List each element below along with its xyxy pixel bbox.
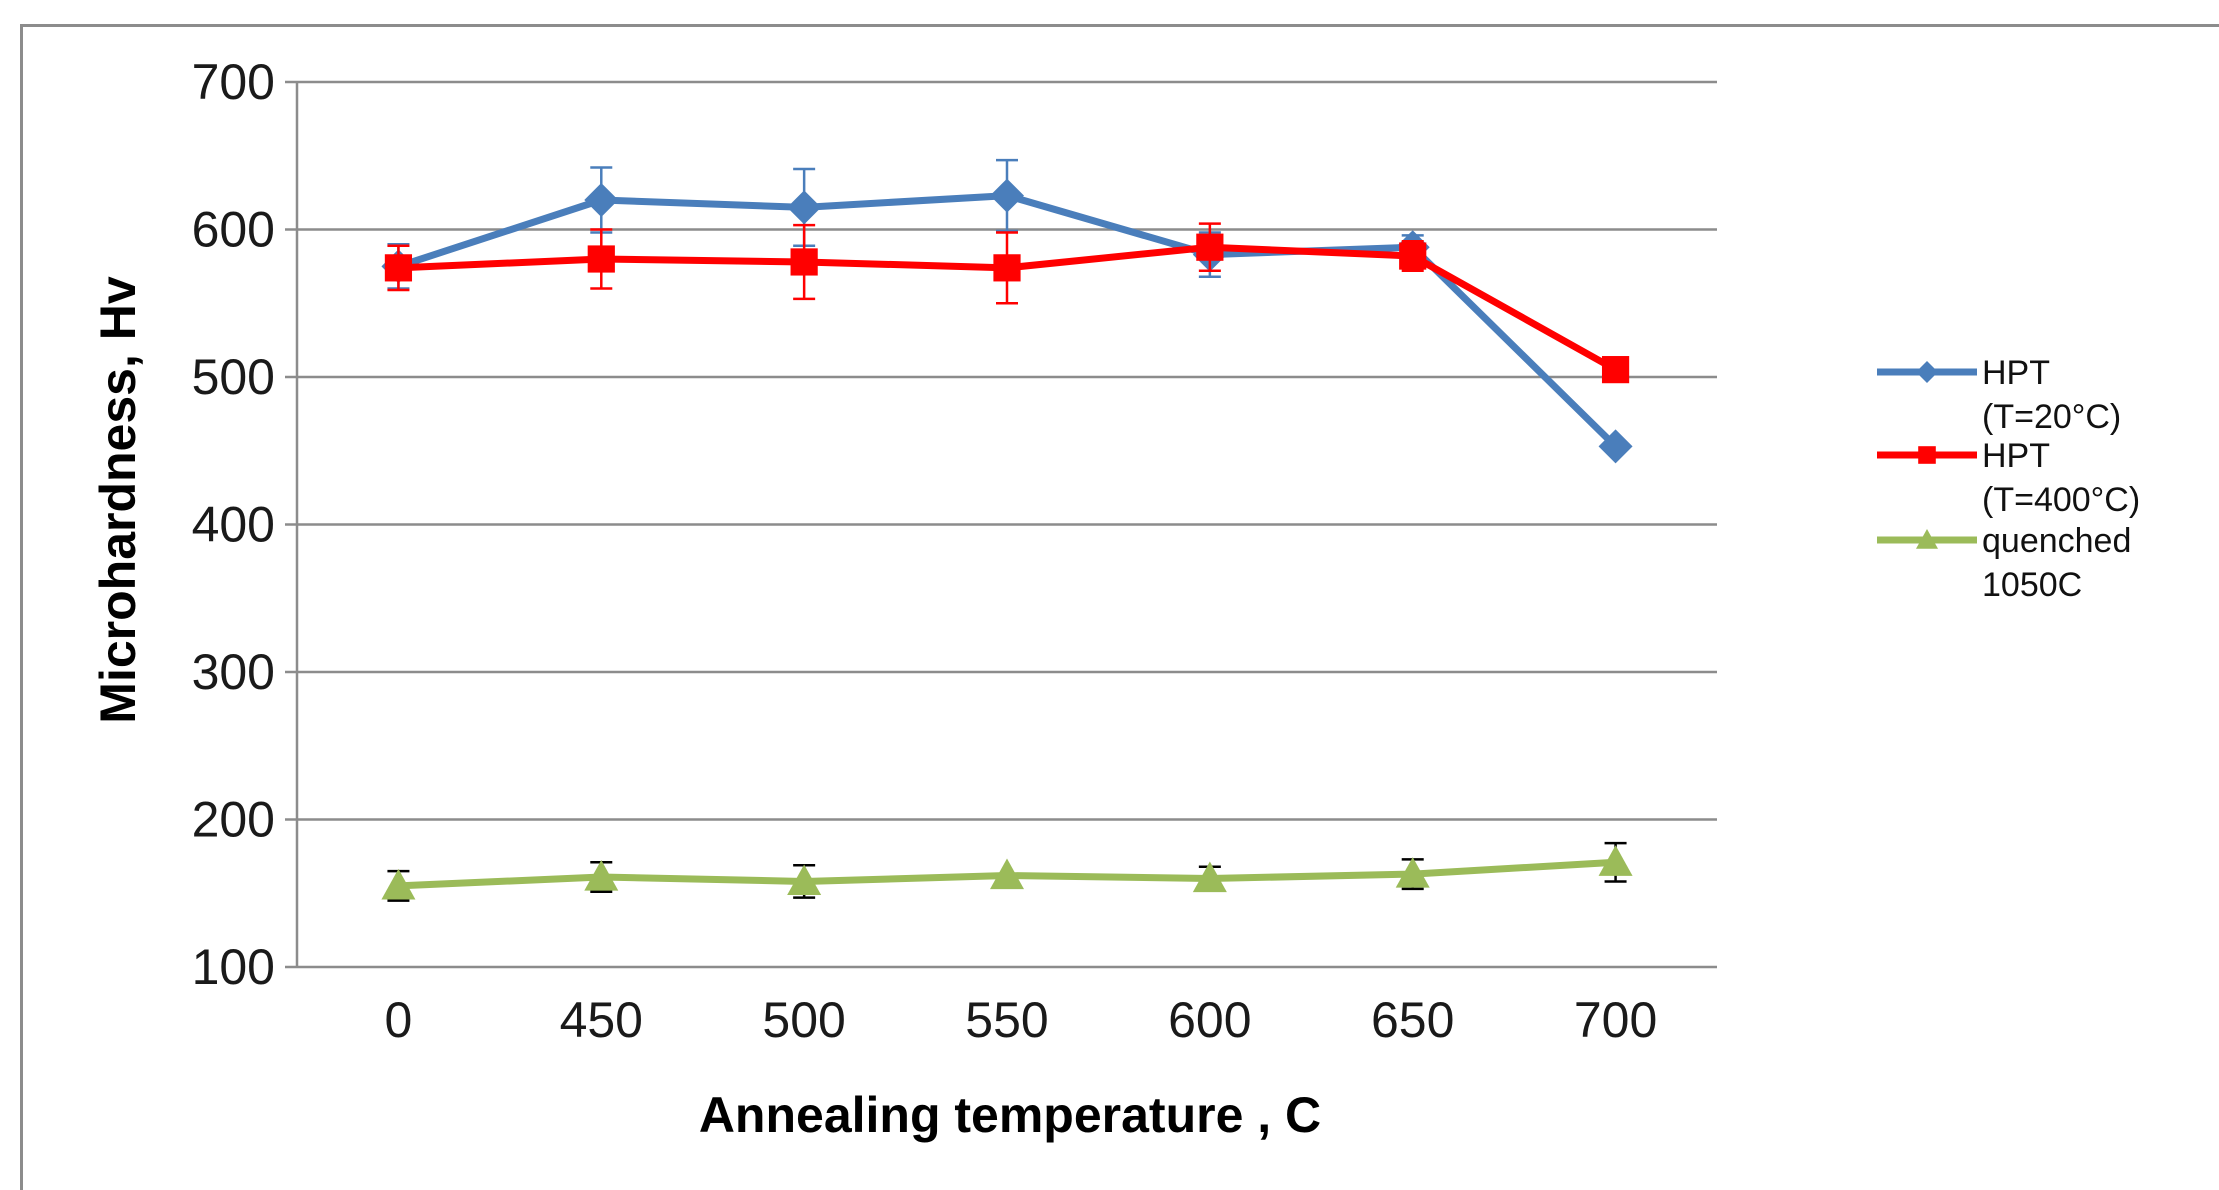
data-point [1192, 861, 1227, 893]
legend-label: HPT [1982, 437, 2050, 475]
data-point [790, 248, 818, 276]
x-tick-label: 500 [762, 992, 845, 1048]
data-point [787, 864, 822, 896]
y-tick-label: 100 [192, 939, 275, 995]
data-point [1196, 233, 1224, 261]
x-axis-title: Annealing temperature , C [699, 1087, 1321, 1143]
legend-label: (T=20°C) [1982, 398, 2121, 436]
series-2 [381, 841, 1633, 902]
series-0 [381, 158, 1633, 464]
legend-label: (T=400°C) [1982, 481, 2140, 519]
series-1 [384, 222, 1630, 384]
data-point [587, 245, 615, 273]
series-lines [381, 158, 1633, 902]
data-point [584, 183, 619, 217]
data-point [1399, 242, 1427, 270]
legend-item-1: HPT (T=400°C) [1877, 437, 2140, 519]
legend-label: HPT [1982, 354, 2050, 392]
x-tick-label: 650 [1371, 992, 1454, 1048]
data-point [1598, 845, 1633, 876]
x-tick-label: 0 [385, 992, 413, 1048]
x-tick-label: 450 [560, 992, 643, 1048]
legend-swatch-marker [1916, 361, 1938, 383]
y-tick-label: 500 [192, 349, 275, 405]
y-axis-title: Microhardness, Hv [90, 276, 146, 724]
legend-swatch-marker [1916, 529, 1938, 549]
data-point [1395, 857, 1430, 888]
data-point [381, 868, 416, 900]
y-tick-label: 300 [192, 644, 275, 700]
chart-frame [20, 24, 2219, 1190]
y-tick-label: 200 [192, 792, 275, 848]
data-point [1601, 356, 1630, 384]
data-point [584, 860, 619, 891]
legend-swatch-marker [1918, 446, 1936, 464]
x-tick-label: 700 [1574, 992, 1657, 1048]
data-point [1598, 429, 1633, 464]
legend-item-2: quenched 1050C [1877, 522, 2131, 604]
y-tick-label: 600 [192, 202, 275, 258]
axes: 100 200 300 400 500 600 700 0 450 500 550 600 650 700 [192, 54, 1658, 1048]
y-tick-label: 700 [192, 54, 275, 110]
x-tick-label: 600 [1168, 992, 1251, 1048]
data-point [993, 254, 1021, 282]
data-point [787, 190, 822, 225]
data-point [384, 254, 413, 282]
y-tick-label: 400 [192, 497, 275, 553]
legend-label: 1050C [1982, 566, 2082, 604]
legend-item-0: HPT (T=20°C) [1877, 354, 2121, 436]
x-tick-label: 550 [965, 992, 1048, 1048]
data-point [990, 858, 1024, 890]
data-point [990, 178, 1024, 213]
legend-label: quenched [1982, 522, 2131, 560]
